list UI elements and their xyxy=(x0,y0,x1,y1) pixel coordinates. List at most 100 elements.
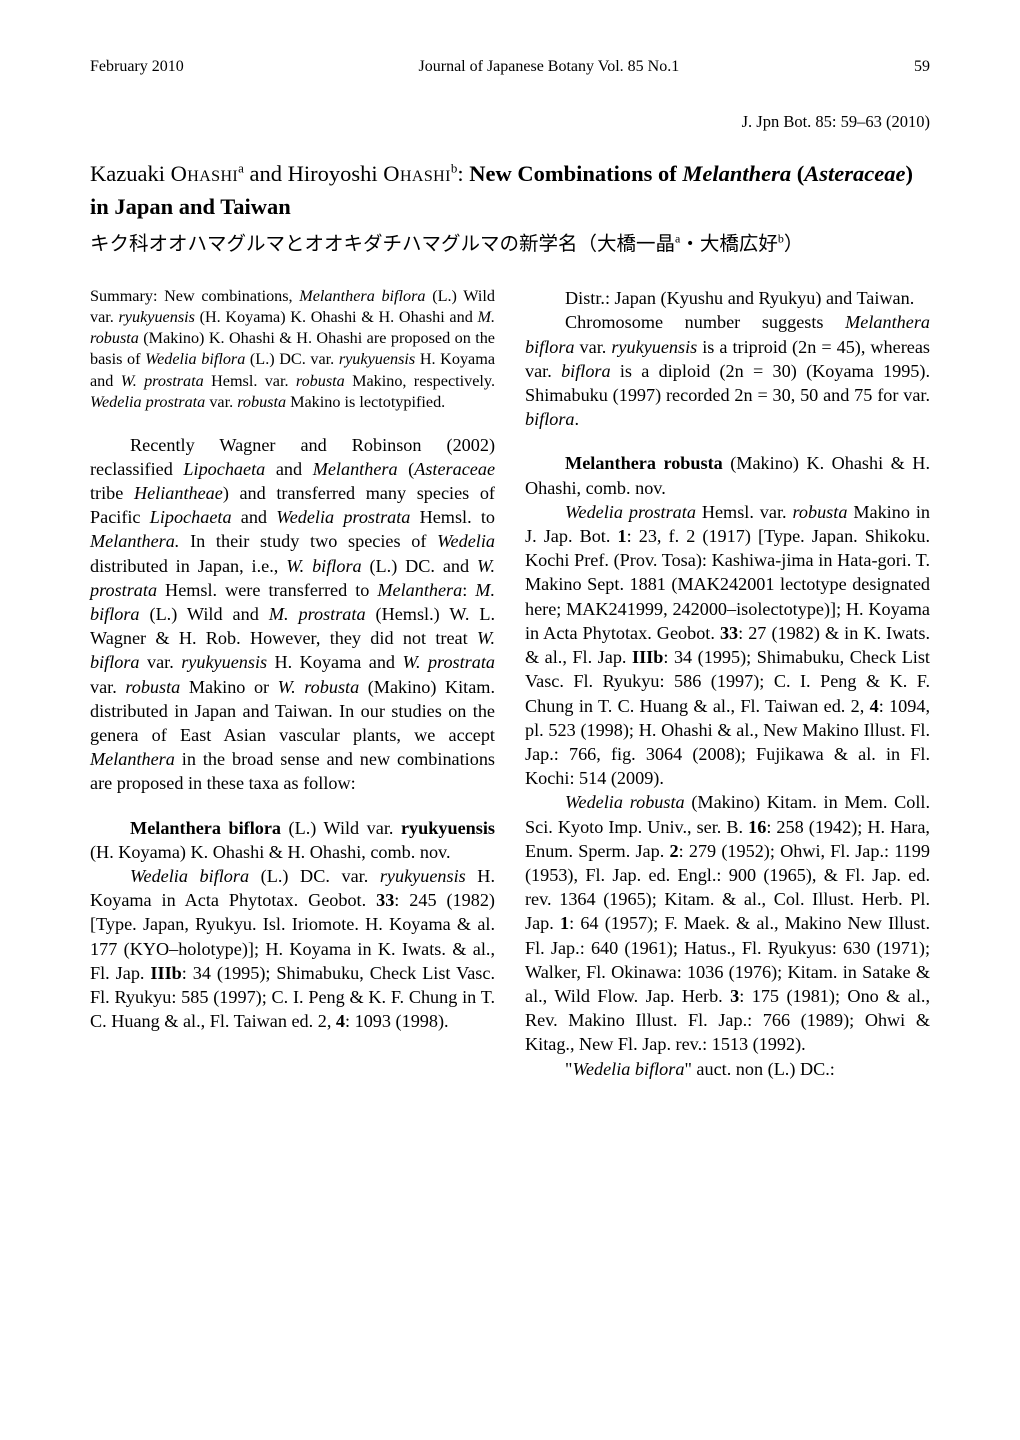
t: Hemsl. to xyxy=(410,507,495,527)
t: H. Koyama and xyxy=(267,652,402,672)
t: robusta xyxy=(296,372,345,390)
t: Melanthera xyxy=(377,580,462,600)
t: ryukyuensis xyxy=(380,866,466,886)
distribution-paragraph: Distr.: Japan (Kyushu and Ryukyu) and Ta… xyxy=(525,286,930,310)
t: : 1093 (1998). xyxy=(345,1011,449,1031)
author2-first: Hiroyoshi xyxy=(288,161,384,186)
t: W. biflora xyxy=(286,556,361,576)
running-head-left: February 2010 xyxy=(90,58,184,76)
t: (H. Koyama) K. Ohashi & H. Ohashi and xyxy=(195,308,478,326)
t: Wedelia biflora xyxy=(145,350,245,368)
t: Distr.: Japan (Kyushu and Ryukyu) and Ta… xyxy=(565,288,914,308)
author2-last: Ohashi xyxy=(383,161,451,186)
t: (L.) DC. and xyxy=(362,556,477,576)
t: ryukyuensis xyxy=(119,308,195,326)
t: ryukyuensis xyxy=(339,350,415,368)
t: (L.) DC. var. xyxy=(245,350,339,368)
t: distributed in Japan, i.e., xyxy=(90,556,286,576)
author1-first: Kazuaki xyxy=(90,161,171,186)
t: Wedelia biflora xyxy=(130,866,249,886)
spacer xyxy=(525,431,930,451)
t: Melanthera robusta xyxy=(565,453,723,473)
t: 33 xyxy=(720,623,738,643)
t: Melanthera xyxy=(90,749,175,769)
page: February 2010 Journal of Japanese Botany… xyxy=(0,0,1020,1440)
title-bold-2: ( xyxy=(791,161,804,186)
t: Hemsl. var. xyxy=(696,502,793,522)
t: Wedelia prostrata xyxy=(90,393,205,411)
running-head-center: Journal of Japanese Botany Vol. 85 No.1 xyxy=(419,58,680,76)
t: Makino or xyxy=(180,677,277,697)
spacer xyxy=(90,796,495,816)
t: biflora xyxy=(561,361,611,381)
title-bold-1: New Combinations of xyxy=(469,161,682,186)
t: robusta xyxy=(793,502,848,522)
jp-text: キク科オオハマグルマとオオキダチハマグルマの新学名（大橋一晶 xyxy=(90,234,675,255)
t: (L.) Wild and xyxy=(140,604,269,624)
running-head-right: 59 xyxy=(914,58,930,76)
t: 1 xyxy=(560,913,569,933)
jp-mid: ・大橋広好 xyxy=(680,234,778,255)
t: New combinations, xyxy=(164,287,299,305)
author1-last: Ohashi xyxy=(171,161,239,186)
intro-paragraph: Recently Wagner and Robinson (2002) recl… xyxy=(90,433,495,796)
journal-reference: J. Jpn Bot. 85: 59–63 (2010) xyxy=(90,112,930,132)
summary-paragraph: Summary: New combinations, Melanthera bi… xyxy=(90,286,495,412)
t: ryukyuensis xyxy=(181,652,267,672)
auct-non-paragraph: "Wedelia biflora" auct. non (L.) DC.: xyxy=(525,1057,930,1081)
t: 4 xyxy=(870,696,879,716)
t: robusta xyxy=(237,393,286,411)
t: 33 xyxy=(376,890,394,910)
t: Wedelia prostrata xyxy=(276,507,410,527)
t: Chromosome number suggests xyxy=(565,312,845,332)
t: " auct. non (L.) DC.: xyxy=(684,1059,834,1079)
t: Wedelia biflora xyxy=(572,1059,684,1079)
t: robusta xyxy=(125,677,180,697)
t: var. xyxy=(575,337,612,357)
t: ryukyuensis xyxy=(611,337,697,357)
t: IIIb xyxy=(632,647,663,667)
t: and xyxy=(232,507,277,527)
t: 2 xyxy=(669,841,678,861)
jp-end: ） xyxy=(784,234,804,255)
t: Asteraceae xyxy=(414,459,495,479)
t: Melanthera. xyxy=(90,531,179,551)
article-title: Kazuaki Ohashia and Hiroyoshi Ohashib: N… xyxy=(90,158,930,223)
t: Wedelia xyxy=(437,531,495,551)
t: W. prostrata xyxy=(121,372,204,390)
t: Hemsl. var. xyxy=(204,372,296,390)
taxon-heading-2: Melanthera robusta (Makino) K. Ohashi & … xyxy=(525,451,930,499)
t: (L.) Wild var. xyxy=(281,818,401,838)
t: Heliantheae xyxy=(134,483,223,503)
t: ryukyuensis xyxy=(401,818,495,838)
t: Hemsl. were transferred to xyxy=(157,580,377,600)
t: Melanthera xyxy=(313,459,398,479)
t: Makino, respectively. xyxy=(345,372,495,390)
japanese-subtitle: キク科オオハマグルマとオオキダチハマグルマの新学名（大橋一晶a・大橋広好b） xyxy=(90,227,930,256)
t: var. xyxy=(90,677,125,697)
t: W. robusta xyxy=(278,677,360,697)
title-colon: : xyxy=(457,161,469,186)
t: IIIb xyxy=(150,963,181,983)
t: and xyxy=(265,459,312,479)
t: In their study two species of xyxy=(179,531,437,551)
synonym-paragraph-2: Wedelia prostrata Hemsl. var. robusta Ma… xyxy=(525,500,930,790)
summary-label: Summary: xyxy=(90,287,164,305)
t: Wedelia prostrata xyxy=(565,502,696,522)
chromosome-paragraph: Chromosome number suggests Melanthera bi… xyxy=(525,310,930,431)
t: . xyxy=(575,409,580,429)
t: var. xyxy=(140,652,182,672)
t: Lipochaeta xyxy=(183,459,265,479)
body-columns: Summary: New combinations, Melanthera bi… xyxy=(90,286,930,1081)
title-and: and xyxy=(244,161,288,186)
t: tribe xyxy=(90,483,134,503)
title-genus: Melanthera xyxy=(682,161,791,186)
synonym-paragraph-1: Wedelia biflora (L.) DC. var. ryukyuensi… xyxy=(90,864,495,1033)
taxon-heading-1: Melanthera biflora (L.) Wild var. ryukyu… xyxy=(90,816,495,864)
t: 1 xyxy=(618,526,627,546)
t: 3 xyxy=(730,986,739,1006)
t: Melanthera biflora xyxy=(130,818,281,838)
t: M. prostrata xyxy=(269,604,366,624)
running-head: February 2010 Journal of Japanese Botany… xyxy=(90,58,930,76)
t: Wedelia robusta xyxy=(565,792,685,812)
